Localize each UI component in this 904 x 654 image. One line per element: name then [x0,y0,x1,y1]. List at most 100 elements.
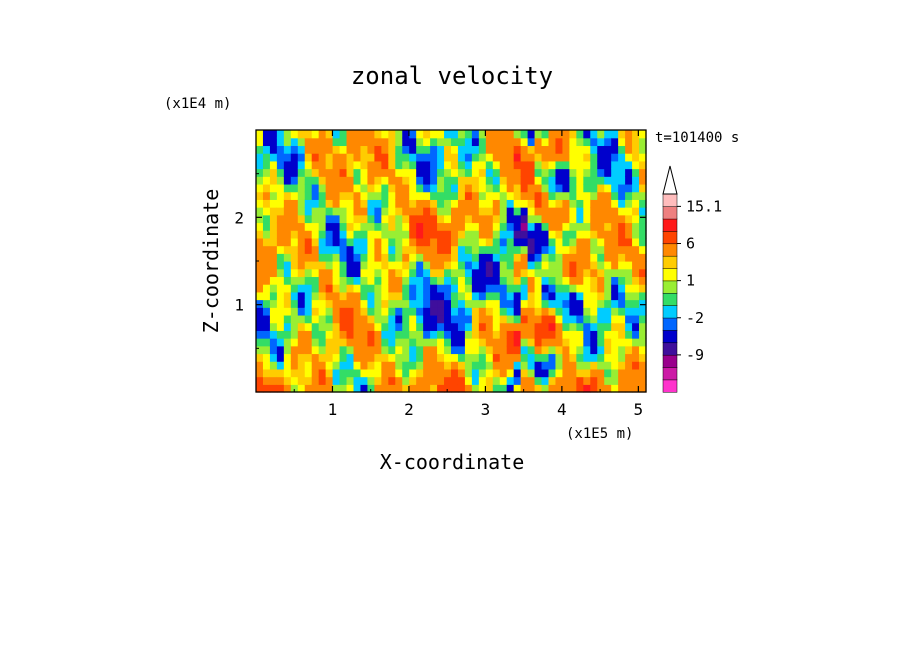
field-cell [541,376,550,385]
field-cell [437,160,445,170]
field-cell [304,130,313,139]
field-cell [604,230,612,239]
field-cell [381,245,389,254]
field-cell [541,145,550,154]
field-cell [430,245,438,254]
field-cell [562,230,570,239]
field-cell [388,314,396,324]
field-cell [618,153,626,162]
field-cell [485,183,494,193]
field-cell [534,183,543,193]
field-cell [353,307,362,316]
field-cell [339,230,348,239]
field-cell [597,307,605,316]
field-cell [346,130,355,139]
field-cell [290,253,299,262]
field-cell [569,207,577,216]
field-cell [276,330,285,339]
field-cell [618,160,626,170]
field-cell [499,214,508,224]
field-cell [283,137,292,147]
field-cell [618,253,626,262]
field-cell [583,307,591,316]
field-cell [339,222,348,231]
field-cell [388,307,396,316]
field-cell [611,137,619,147]
field-cell [590,153,598,162]
field-cell [548,160,557,170]
field-cell [297,145,306,154]
field-cell [492,322,501,331]
field-cell [290,245,299,254]
colorbar-segment [662,367,678,381]
field-cell [555,299,564,308]
field-cell [527,299,536,308]
field-cell [353,338,362,347]
field-cell [311,314,320,324]
field-cell [520,237,529,247]
field-cell [325,137,334,147]
field-cell [346,207,355,216]
field-cell [283,376,292,385]
field-cell [451,322,459,331]
field-cell [597,237,605,247]
field-cell [625,230,633,239]
field-cell [548,130,557,139]
field-cell [437,176,445,185]
field-cell [611,245,619,254]
field-cell [283,276,292,285]
field-cell [541,183,550,193]
field-cell [513,299,522,308]
field-cell [283,284,292,293]
field-cell [499,237,508,247]
field-cell [283,261,292,270]
field-cell [625,160,633,170]
field-cell [318,176,327,185]
field-cell [297,368,306,378]
field-cell [499,361,508,370]
field-cell [492,330,501,339]
field-cell [325,261,334,270]
field-cell [590,168,598,177]
field-cell [332,168,341,177]
field-cell [444,291,452,301]
field-cell [416,207,424,216]
field-cell [485,222,494,231]
field-cell [492,245,501,254]
field-cell [534,191,543,200]
field-cell [632,230,640,239]
field-cell [457,183,466,193]
field-cell [430,183,438,193]
field-cell [632,222,640,231]
field-cell [437,253,445,262]
field-cell [395,153,403,162]
field-cell [451,245,459,254]
field-cell [290,330,299,339]
field-cell [611,160,619,170]
field-cell [367,322,375,331]
field-cell [402,376,410,385]
field-cell [576,137,584,147]
field-cell [527,268,536,278]
field-cell [318,130,327,139]
field-cell [499,253,508,262]
field-cell [555,268,564,278]
field-cell [625,222,633,231]
field-cell [506,307,515,316]
colorbar-segment [662,255,678,269]
field-cell [339,214,348,224]
field-cell [478,368,487,378]
field-cell [290,145,299,154]
field-cell [367,230,375,239]
field-cell [464,214,473,224]
field-cell [457,345,466,355]
field-cell [506,253,515,262]
field-cell [639,330,647,339]
field-cell [583,145,591,154]
field-cell [402,160,410,170]
field-cell [520,199,529,208]
field-cell [311,307,320,316]
field-cell [360,176,369,185]
field-cell [262,153,271,162]
field-cell [451,130,459,139]
